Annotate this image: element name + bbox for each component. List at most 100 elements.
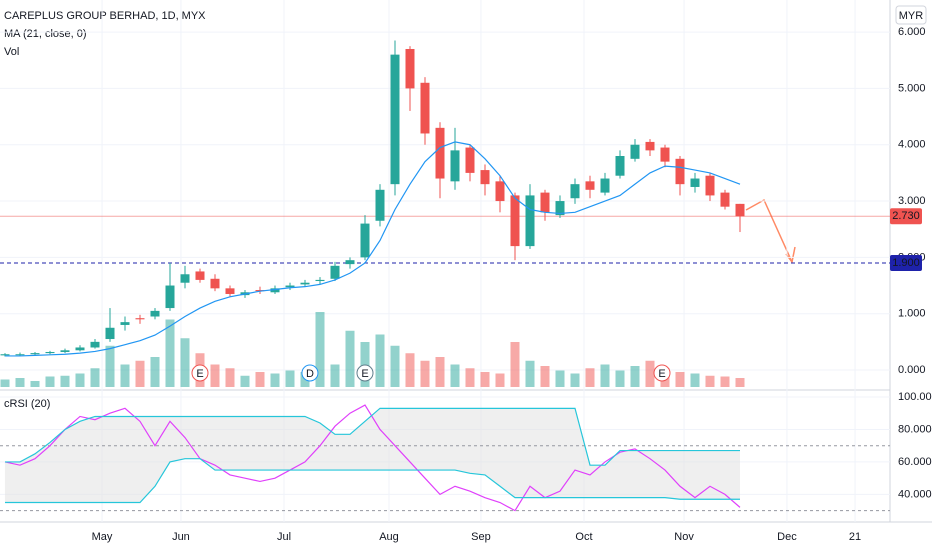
candle-body	[270, 288, 280, 293]
event-marker	[653, 364, 671, 382]
x-tick-label: 21	[849, 531, 861, 543]
price-label-box	[890, 208, 922, 225]
volume-bar	[15, 378, 25, 387]
candle-body	[285, 285, 295, 288]
volume-bar	[345, 330, 355, 387]
x-tick-label: Dec	[777, 531, 797, 543]
candle-body	[135, 318, 145, 320]
volume-bar	[495, 373, 505, 387]
volume-bar	[120, 364, 130, 387]
candle-body	[645, 141, 655, 151]
candle-body	[150, 310, 160, 317]
candle-body	[570, 184, 580, 199]
projection-arrowhead	[785, 246, 796, 264]
volume-bar	[45, 376, 55, 387]
volume-bar	[30, 381, 40, 387]
currency-box[interactable]	[895, 5, 927, 25]
volume-bar	[330, 364, 340, 387]
candle-body	[630, 144, 640, 159]
price-label-box	[890, 255, 922, 272]
candle-body	[435, 127, 445, 179]
volume-bar	[270, 373, 280, 387]
volume-bar	[405, 353, 415, 387]
band-line	[4, 407, 740, 466]
candle-body	[15, 354, 25, 356]
volume-bar	[555, 370, 565, 387]
volume-bar	[390, 345, 400, 387]
candle-body	[720, 192, 730, 207]
band-fill	[4, 408, 740, 503]
x-tick-label: Aug	[379, 531, 399, 543]
volume-bar	[420, 360, 430, 387]
candle-body	[0, 354, 10, 356]
volume-bar	[180, 338, 190, 387]
volume-bar	[105, 345, 115, 387]
volume-bar	[210, 364, 220, 387]
candle-body	[675, 158, 685, 185]
candle-body	[300, 282, 310, 285]
event-label: E	[196, 368, 203, 380]
volume-bar	[315, 312, 325, 387]
y-tick-label: 40.000	[898, 488, 932, 500]
x-tick-label: Jun	[172, 531, 190, 543]
candle-body	[45, 351, 55, 354]
volume-bar	[720, 376, 730, 387]
legend-vol: Vol	[4, 46, 19, 58]
volume-bar	[600, 364, 610, 387]
candle-body	[30, 353, 40, 355]
y-tick-label: 0.000	[898, 364, 926, 376]
x-tick-label: Nov	[674, 531, 694, 543]
event-marker	[301, 364, 319, 382]
y-tick-label: 1.000	[898, 308, 926, 320]
candle-body	[120, 322, 130, 325]
volume-bar	[525, 360, 535, 387]
volume-bar	[645, 360, 655, 387]
volume-bar	[675, 372, 685, 387]
candle-body	[705, 175, 715, 196]
volume-bar	[75, 373, 85, 387]
y-tick-label: 3.000	[898, 195, 926, 207]
volume-bar	[435, 357, 445, 387]
volume-bar	[450, 364, 460, 387]
candle-body	[390, 54, 400, 185]
volume-bar	[510, 342, 520, 387]
candle-body	[690, 178, 700, 187]
legend-ma: MA (21, close, 0)	[4, 28, 87, 40]
currency: MYR	[899, 10, 924, 22]
volume-bar	[375, 334, 385, 387]
candle-body	[660, 147, 670, 162]
y-tick-label: 80.000	[898, 423, 932, 435]
x-tick-label: May	[92, 531, 113, 543]
candle-body	[225, 288, 235, 294]
volume-bar	[735, 378, 745, 387]
x-tick-label: Oct	[575, 531, 592, 543]
volume-bar	[225, 368, 235, 387]
candle-body	[105, 327, 115, 340]
volume-bar	[585, 368, 595, 387]
event-marker	[191, 364, 209, 382]
band-line	[4, 458, 740, 504]
y-tick-label: 6.000	[898, 26, 926, 38]
candle-body	[165, 285, 175, 309]
volume-bar	[480, 372, 490, 387]
volume-bar	[570, 373, 580, 387]
price-label: 2.730	[892, 210, 920, 222]
candle-body	[555, 201, 565, 216]
candle-body	[345, 260, 355, 265]
volume-bar	[465, 368, 475, 387]
volume-bar	[690, 373, 700, 387]
volume-bar	[255, 372, 265, 387]
x-tick-label: Jul	[277, 531, 291, 543]
candle-body	[510, 195, 520, 247]
candle-body	[360, 223, 370, 258]
x-tick-label: Sep	[471, 531, 491, 543]
volume-bar	[705, 375, 715, 387]
volume-bar	[135, 360, 145, 387]
candle-body	[405, 48, 415, 89]
y-tick-label: 100.000	[898, 391, 932, 403]
candle-body	[585, 181, 595, 190]
volume-bar	[285, 370, 295, 387]
volume-bar	[615, 370, 625, 387]
candle-body	[465, 147, 475, 173]
